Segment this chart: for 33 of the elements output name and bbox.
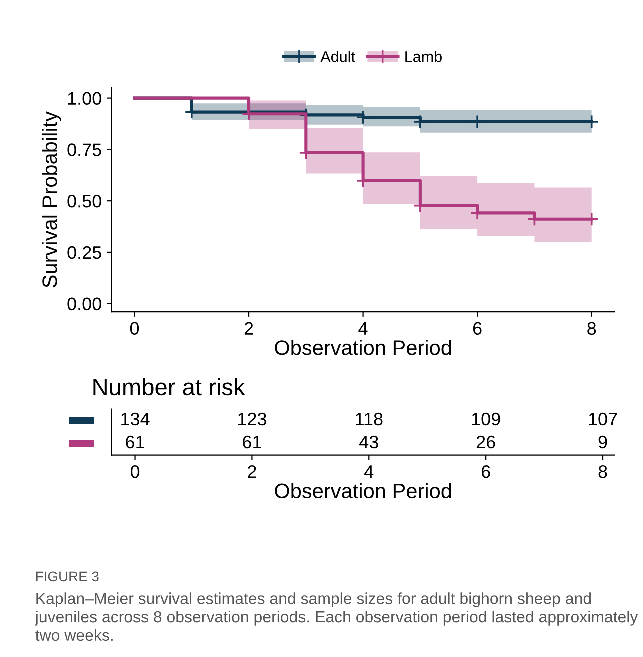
x-tick-label: 4: [358, 322, 368, 335]
chart-title: Number at risk: [94, 378, 246, 396]
x-tick-label: 6: [482, 466, 490, 478]
x-axis-title: Observation Period: [275, 340, 452, 356]
x-tick-label: 0: [130, 466, 140, 478]
data-label: 123: [238, 412, 266, 426]
x-tick-label: 6: [473, 322, 482, 336]
y-tick-label: 0.25: [68, 246, 102, 260]
data-label: 107: [589, 412, 618, 426]
legend-label: Adult: [320, 51, 356, 62]
data-label: 26: [476, 436, 496, 449]
y-axis-title: Survival Probability: [42, 112, 62, 288]
y-tick-label: 0.75: [68, 144, 102, 156]
data-label: 9: [598, 436, 608, 449]
data-label: 118: [356, 412, 383, 426]
text: Kaplan–Meier survival estimates and sample sizes for adult bighorn sheep and juveniles across 8 observation periods. Each observation period lasted approximately two weeks.: [34, 592, 638, 642]
data-label: 109: [472, 412, 500, 426]
x-tick-label: 8: [588, 322, 596, 336]
data-label: 134: [122, 412, 150, 426]
x-tick-label: 4: [364, 466, 374, 478]
data-label: 61: [126, 436, 144, 449]
data-label: 61: [243, 436, 262, 449]
x-tick-label: 0: [130, 322, 140, 336]
x-tick-label: 8: [598, 466, 608, 478]
data-label: 43: [360, 436, 378, 449]
x-tick-label: 2: [244, 322, 254, 335]
x-tick-label: 2: [248, 466, 256, 478]
y-tick-label: 0.50: [68, 195, 102, 208]
x-axis-title: Observation Period: [275, 483, 452, 499]
y-tick-label: 0.00: [68, 298, 102, 311]
legend-label: Lamb: [406, 51, 442, 62]
caption: FIGURE 3: [36, 572, 99, 582]
y-tick-label: 1.00: [68, 92, 102, 106]
